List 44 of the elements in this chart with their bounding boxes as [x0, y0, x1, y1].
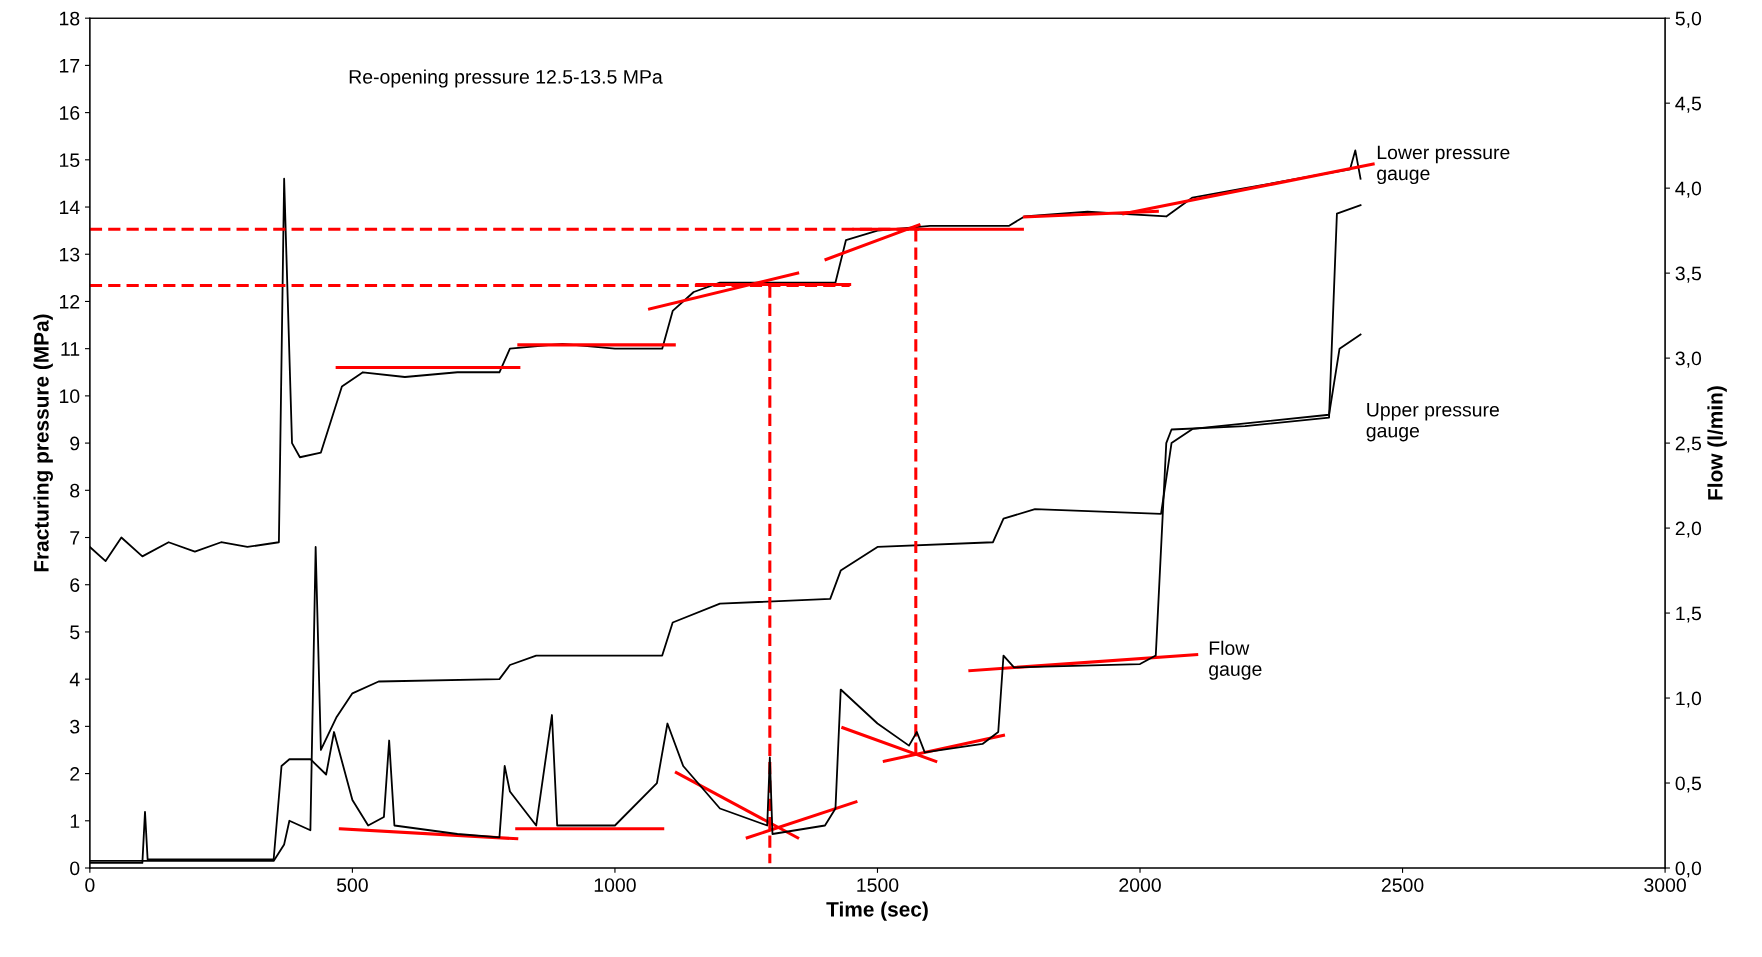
y-tick-label: 3 [70, 719, 80, 734]
y-tick-label: 11 [61, 342, 80, 356]
y2-tick-label: 4,5 [1675, 96, 1702, 113]
y-tick-label: 12 [60, 294, 80, 309]
y-tick-label: 7 [70, 531, 80, 545]
y2-tick-label: 4,0 [1675, 181, 1702, 198]
y-tick-label: 18 [60, 11, 80, 26]
y2-tick-label: 1,0 [1676, 691, 1702, 708]
y2-tick-label: 1,5 [1676, 606, 1702, 623]
x-axis-title: Time (sec) [826, 901, 928, 921]
x-tick-label: 2500 [1381, 878, 1424, 892]
y-tick-label: 14 [60, 200, 80, 215]
x-tick-label: 500 [336, 878, 368, 892]
y-tick-label: 8 [70, 483, 80, 498]
y2-tick-label: 2,0 [1675, 521, 1702, 538]
y-tick-label: 2 [70, 767, 80, 781]
x-tick-label: 3000 [1644, 878, 1686, 892]
x-tick-label: 1000 [594, 878, 636, 892]
y-tick-label: 10 [60, 389, 80, 404]
y-tick-label: 5 [70, 625, 80, 640]
y2-tick-label: 2,5 [1675, 436, 1702, 453]
y-tick-label: 6 [70, 578, 80, 592]
y2-tick-label: 0,0 [1675, 861, 1702, 878]
y2-tick-label: 3,0 [1675, 351, 1702, 368]
series-label: Lower pressure gauge [1377, 145, 1510, 185]
y-tick-label: 0 [70, 861, 80, 876]
y2-tick-label: 0,5 [1675, 776, 1702, 793]
text: Flow gauge [1209, 640, 1262, 680]
y-tick-label: 16 [60, 106, 80, 120]
y-axis-title: Fracturing pressure (MPa) [33, 314, 53, 572]
y2-tick-label: 3,5 [1675, 266, 1702, 283]
y-tick-label: 13 [60, 247, 80, 262]
annotation: Re-opening pressure 12.5-13.5 MPa [349, 69, 663, 88]
y-tick-label: 4 [69, 672, 80, 687]
x-tick-label: 2000 [1119, 878, 1161, 892]
y-tick-label: 1 [70, 814, 80, 828]
series-label: Upper pressure gauge [1366, 403, 1499, 442]
y2-tick-label: 5,0 [1675, 11, 1702, 28]
y-tick-label: 15 [60, 153, 80, 168]
y-tick-label: 17 [60, 59, 80, 73]
y-tick-label: 9 [70, 436, 80, 451]
x-tick-label: 0 [85, 878, 95, 892]
y2-axis-title: Flow (l/min) [1707, 386, 1727, 500]
x-tick-label: 1500 [857, 878, 899, 892]
